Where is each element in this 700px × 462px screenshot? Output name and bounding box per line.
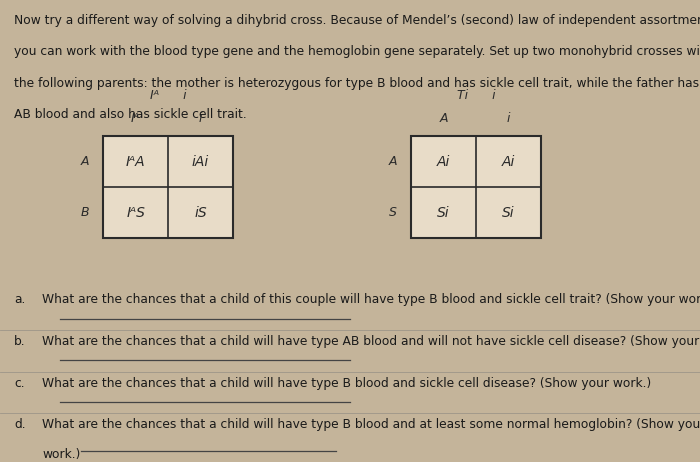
Text: B: B xyxy=(80,206,90,219)
Text: What are the chances that a child will have type AB blood and will not have sick: What are the chances that a child will h… xyxy=(42,335,700,348)
Text: Si: Si xyxy=(438,206,450,219)
Bar xyxy=(104,136,232,238)
Text: b.: b. xyxy=(14,335,26,348)
Text: iAi: iAi xyxy=(192,155,209,169)
Text: Ai: Ai xyxy=(437,155,450,169)
Bar xyxy=(412,136,540,238)
Text: IᴬA: IᴬA xyxy=(126,155,146,169)
Text: S: S xyxy=(389,206,398,219)
Text: c.: c. xyxy=(14,377,24,389)
Text: Now try a different way of solving a dihybrid cross. Because of Mendel’s (second: Now try a different way of solving a dih… xyxy=(14,14,700,27)
Text: d.: d. xyxy=(14,418,26,431)
Text: What are the chances that a child will have type B blood and sickle cell disease: What are the chances that a child will h… xyxy=(42,377,651,389)
Text: What are the chances that a child of this couple will have type B blood and sick: What are the chances that a child of thi… xyxy=(42,293,700,306)
Text: a.: a. xyxy=(14,293,25,306)
Text: A: A xyxy=(440,112,448,125)
Text: What are the chances that a child will have type B blood and at least some norma: What are the chances that a child will h… xyxy=(42,418,700,431)
Text: A: A xyxy=(80,155,90,168)
Text: you can work with the blood type gene and the hemoglobin gene separately. Set up: you can work with the blood type gene an… xyxy=(14,45,700,58)
Text: i: i xyxy=(507,112,510,125)
Text: Iᴬ      i: Iᴬ i xyxy=(150,89,186,102)
Text: Iᴬ: Iᴬ xyxy=(131,112,140,125)
Text: Ai: Ai xyxy=(502,155,515,169)
Text: iS: iS xyxy=(194,206,206,219)
Text: Si: Si xyxy=(502,206,514,219)
Text: A: A xyxy=(389,155,398,168)
Text: Ti      i: Ti i xyxy=(456,89,496,102)
Text: i: i xyxy=(199,112,202,125)
Text: the following parents: the mother is heterozygous for type B blood and has sickl: the following parents: the mother is het… xyxy=(14,77,700,90)
Text: work.): work.) xyxy=(42,448,80,461)
Text: IᴬS: IᴬS xyxy=(126,206,145,219)
Text: AB blood and also has sickle cell trait.: AB blood and also has sickle cell trait. xyxy=(14,108,246,121)
